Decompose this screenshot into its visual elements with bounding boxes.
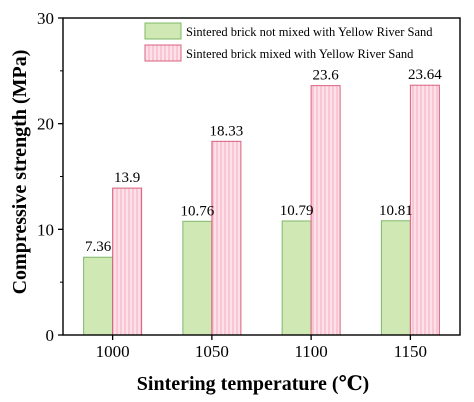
legend-label-series-2: Sintered brick mixed with Yellow River S…: [186, 47, 414, 61]
value-label-series-1-1100: 10.79: [280, 203, 314, 219]
x-tick-label-1000: 1000: [96, 342, 130, 361]
bars-group: [83, 84, 440, 336]
value-label-series-1-1150: 10.81: [379, 203, 413, 219]
legend-swatch-series-1: [144, 22, 182, 40]
bar-series-1-1100: [281, 220, 312, 336]
bar-series-2-1100: [310, 85, 341, 336]
value-label-series-2-1000: 13.9: [114, 170, 140, 186]
bar-series-1-1000: [83, 256, 114, 336]
value-label-series-1-1000: 7.36: [85, 239, 112, 255]
value-label-series-1-1050: 10.76: [181, 203, 215, 219]
bar-series-1-1150: [380, 220, 411, 336]
value-label-series-2-1100: 23.6: [313, 68, 340, 84]
legend-swatch-series-2: [144, 44, 182, 62]
axes-group: 1000 1050 1100 1150 0 10 20 30: [37, 9, 461, 361]
bar-series-2-1050: [211, 140, 242, 336]
legend: Sintered brick not mixed with Yellow Riv…: [144, 22, 433, 62]
value-label-series-2-1050: 18.33: [210, 123, 244, 139]
value-label-series-2-1150: 23.64: [408, 67, 442, 83]
y-tick-label-20: 20: [37, 115, 54, 134]
y-tick-label-10: 10: [37, 220, 54, 239]
x-tick-label-1050: 1050: [195, 342, 229, 361]
x-tick-label-1100: 1100: [294, 342, 327, 361]
y-axis-title: Compressive strength (MPa): [9, 50, 31, 295]
bar-series-2-1150: [409, 84, 440, 336]
plot-frame: [62, 17, 461, 336]
value-labels-group: 7.36 13.9 10.76 18.33 10.79 23.6 10.81 23.64: [85, 67, 442, 255]
x-axis-title: Sintering temperature (℃): [137, 373, 369, 395]
y-tick-label-30: 30: [37, 9, 54, 28]
bar-series-2-1000: [112, 187, 143, 336]
x-tick-label-1150: 1150: [394, 342, 427, 361]
y-tick-label-0: 0: [46, 326, 55, 345]
legend-label-series-1: Sintered brick not mixed with Yellow Riv…: [186, 25, 433, 39]
bar-series-1-1050: [182, 220, 213, 336]
